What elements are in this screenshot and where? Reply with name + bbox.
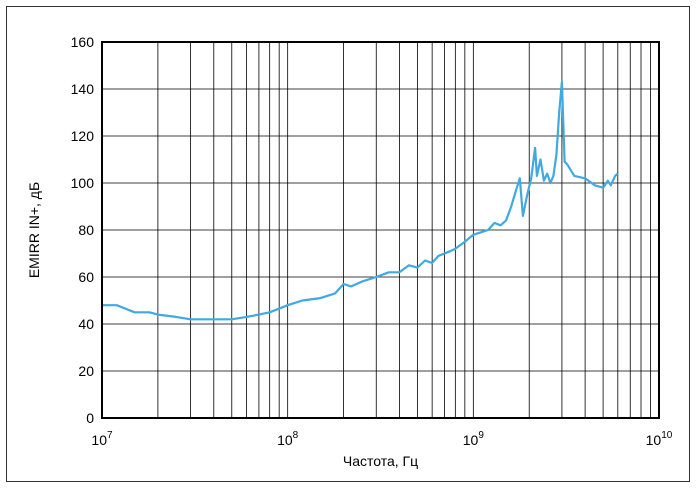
- x-tick-label: 107: [91, 430, 113, 448]
- y-axis-label: EMIRR IN+, дБ: [26, 182, 42, 278]
- plot-area-border: [101, 41, 660, 419]
- y-tick-label: 160: [71, 34, 95, 50]
- grid-lines: [102, 42, 659, 418]
- y-tick-label: 120: [71, 128, 95, 144]
- y-tick-label: 40: [78, 316, 94, 332]
- series-line: [102, 80, 619, 321]
- y-tick-labels: 0 20 40 60 80 100 120 140 160: [71, 34, 95, 426]
- y-tick-label: 60: [78, 269, 94, 285]
- y-tick-label: 80: [78, 222, 94, 238]
- y-tick-label: 0: [86, 410, 94, 426]
- line-chart: 0 20 40 60 80 100 120 140 160 107 108 109 1010 Част…: [26, 34, 673, 469]
- x-tick-label: 1010: [646, 430, 673, 448]
- x-tick-labels: 107 108 109 1010: [91, 430, 672, 448]
- y-tick-label: 20: [78, 363, 94, 379]
- x-axis-label: Частота, Гц: [343, 453, 418, 469]
- x-tick-label: 109: [463, 430, 485, 448]
- y-tick-label: 100: [71, 175, 95, 191]
- y-tick-label: 140: [71, 81, 95, 97]
- x-tick-label: 108: [277, 430, 299, 448]
- chart-frame: 0 20 40 60 80 100 120 140 160 107 108 109 1010 Част…: [6, 6, 690, 482]
- series-group: [102, 80, 619, 321]
